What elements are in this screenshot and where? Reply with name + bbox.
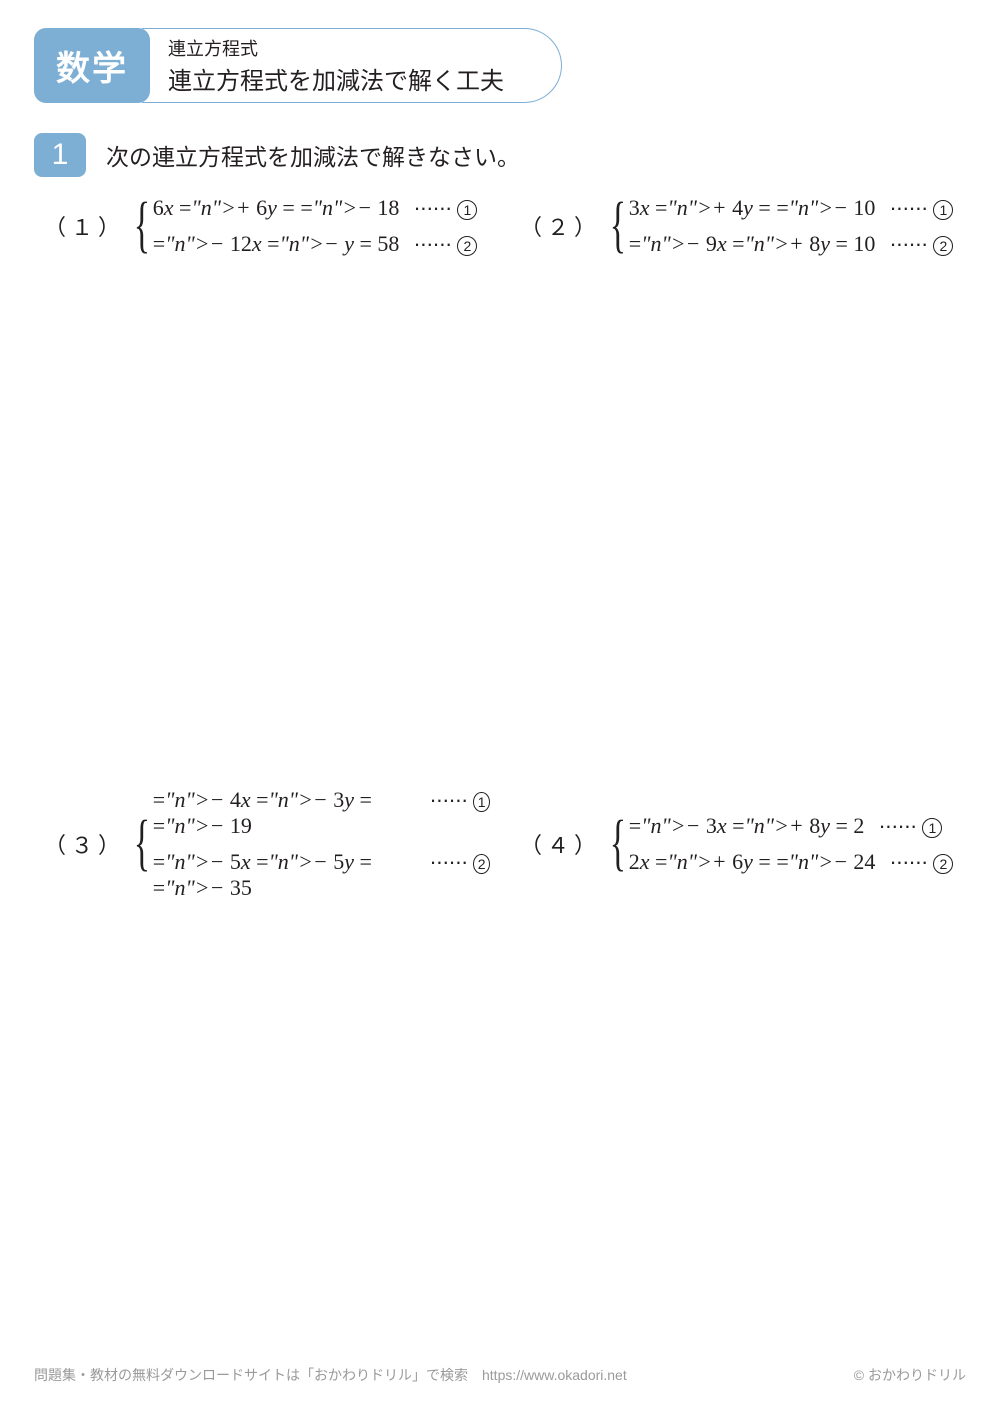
section-instruction: 次の連立方程式を加減法で解きなさい。 — [106, 138, 520, 172]
dots-icon: ······ — [889, 195, 927, 221]
circled-marker: 1 — [933, 200, 953, 220]
dots-icon: ······ — [429, 849, 467, 875]
dots-icon: ······ — [889, 849, 927, 875]
worksheet-header: 数学 連立方程式 連立方程式を加減法で解く工夫 — [34, 28, 966, 103]
problem-label: （１） — [44, 210, 125, 242]
brace-icon: { — [134, 819, 150, 869]
circled-marker: 2 — [473, 854, 490, 874]
page-footer: 問題集・教材の無料ダウンロードサイトは「おかわりドリル」で検索 https://… — [34, 1365, 966, 1385]
dots-icon: ······ — [429, 787, 467, 813]
circled-marker: 2 — [457, 236, 477, 256]
circled-marker: 2 — [933, 236, 953, 256]
problem-grid: （１） { 6x ="n">+ 6y = ="n">− 18 ······ 1 … — [34, 195, 966, 901]
equation-2: ="n">− 5x ="n">− 5y = ="n">− 35 — [153, 849, 416, 901]
brace-icon: { — [610, 819, 626, 869]
section-head: 1 次の連立方程式を加減法で解きなさい。 — [34, 133, 966, 177]
equation-2: ="n">− 12x ="n">− y = 58 — [153, 231, 400, 257]
problem-label: （２） — [520, 210, 601, 242]
problem-label: （３） — [44, 828, 125, 860]
brace-icon: { — [610, 201, 626, 251]
brace-icon: { — [134, 201, 150, 251]
equation-1: 6x ="n">+ 6y = ="n">− 18 — [153, 195, 400, 221]
equation-1: 3x ="n">+ 4y = ="n">− 10 — [629, 195, 876, 221]
section-1: 1 次の連立方程式を加減法で解きなさい。 （１） { 6x ="n">+ 6y … — [34, 133, 966, 901]
dots-icon: ······ — [878, 813, 916, 839]
problem-4: （４） { ="n">− 3x ="n">+ 8y = 2 ······ 1 2… — [520, 787, 966, 901]
equation-2: ="n">− 9x ="n">+ 8y = 10 — [629, 231, 876, 257]
equation-1: ="n">− 4x ="n">− 3y = ="n">− 19 — [153, 787, 416, 839]
footer-right: © おかわりドリル — [854, 1365, 966, 1385]
problem-3: （３） { ="n">− 4x ="n">− 3y = ="n">− 19 ··… — [44, 787, 490, 901]
topic-small: 連立方程式 — [168, 35, 539, 61]
circled-marker: 1 — [457, 200, 477, 220]
equation-2: 2x ="n">+ 6y = ="n">− 24 — [629, 849, 876, 875]
problem-label: （４） — [520, 828, 601, 860]
topic-large: 連立方程式を加減法で解く工夫 — [168, 61, 539, 96]
circled-marker: 1 — [922, 818, 942, 838]
circled-marker: 1 — [473, 792, 490, 812]
dots-icon: ······ — [413, 195, 451, 221]
footer-left: 問題集・教材の無料ダウンロードサイトは「おかわりドリル」で検索 https://… — [34, 1365, 627, 1385]
dots-icon: ······ — [413, 231, 451, 257]
equation-1: ="n">− 3x ="n">+ 8y = 2 — [629, 813, 865, 839]
dots-icon: ······ — [889, 231, 927, 257]
problem-2: （２） { 3x ="n">+ 4y = ="n">− 10 ······ 1 … — [520, 195, 966, 257]
section-number-badge: 1 — [34, 133, 86, 177]
problem-1: （１） { 6x ="n">+ 6y = ="n">− 18 ······ 1 … — [44, 195, 490, 257]
circled-marker: 2 — [933, 854, 953, 874]
title-box: 連立方程式 連立方程式を加減法で解く工夫 — [142, 28, 562, 103]
subject-badge: 数学 — [34, 28, 150, 103]
